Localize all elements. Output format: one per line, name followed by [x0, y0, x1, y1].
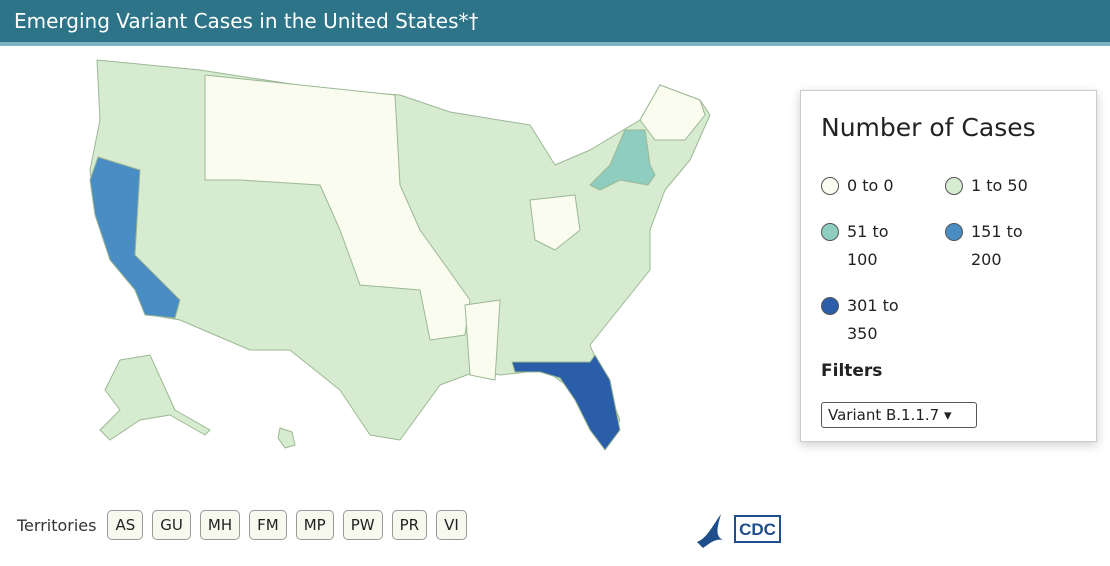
territory-button[interactable]: AS — [107, 510, 144, 540]
legend-swatch — [821, 177, 839, 195]
legend: Number of Cases 0 to 0 1 to 50 51 to 100 15… — [800, 90, 1097, 442]
territory-button[interactable]: MH — [199, 510, 241, 540]
filters-label: Filters — [821, 361, 883, 381]
cdc-logo: CDC — [697, 514, 781, 548]
hhs-eagle — [697, 514, 723, 548]
state-ca — [89, 156, 181, 319]
legend-swatch — [945, 223, 963, 241]
state-ny — [589, 129, 656, 191]
legend-title: Number of Cases — [821, 113, 1036, 142]
state-ak — [99, 354, 211, 441]
legend-item: 1 to 50 — [945, 172, 1069, 200]
logo-text: CDC — [739, 520, 776, 539]
legend-item: 151 to 200 — [945, 218, 1069, 274]
territory-button[interactable]: MP — [295, 510, 334, 540]
territories-label: Territories — [17, 515, 97, 535]
logo-box — [734, 515, 781, 543]
legend-label: 151 to 200 — [971, 222, 1023, 269]
territory-button[interactable]: VI — [436, 510, 467, 540]
state-zero — [639, 84, 706, 141]
state-hi — [277, 427, 296, 449]
legend-swatch — [821, 297, 839, 315]
legend-label: 51 to 100 — [847, 222, 889, 269]
legend-label: 301 to 350 — [847, 296, 899, 343]
territory-button[interactable]: GU — [152, 510, 191, 540]
legend-swatch — [821, 223, 839, 241]
legend-items: 0 to 0 1 to 50 51 to 100 151 to 200 301 to 3… — [821, 172, 1076, 348]
legend-item: 301 to 350 — [821, 292, 945, 348]
state-zero — [464, 299, 501, 381]
legend-label: 0 to 0 — [847, 176, 894, 195]
state-zero — [204, 74, 471, 341]
state-zero — [529, 194, 581, 251]
legend-swatch — [945, 177, 963, 195]
territory-button[interactable]: FM — [249, 510, 287, 540]
us-map — [89, 59, 711, 451]
legend-item: 51 to 100 — [821, 218, 945, 274]
territory-button[interactable]: PW — [342, 510, 383, 540]
state-fl — [511, 354, 621, 451]
header: Emerging Variant Cases in the United Sta… — [0, 0, 1110, 46]
territory-button[interactable]: PR — [391, 510, 428, 540]
variant-select[interactable]: Variant B.1.1.7 ▾ — [821, 402, 977, 428]
legend-item: 0 to 0 — [821, 172, 945, 200]
title: Emerging Variant Cases in the United Sta… — [14, 9, 479, 33]
territories: Territories AS GU MH FM MP PW PR VI — [17, 510, 467, 540]
legend-label: 1 to 50 — [971, 176, 1028, 195]
select-value: Variant B.1.1.7 — [828, 406, 940, 424]
